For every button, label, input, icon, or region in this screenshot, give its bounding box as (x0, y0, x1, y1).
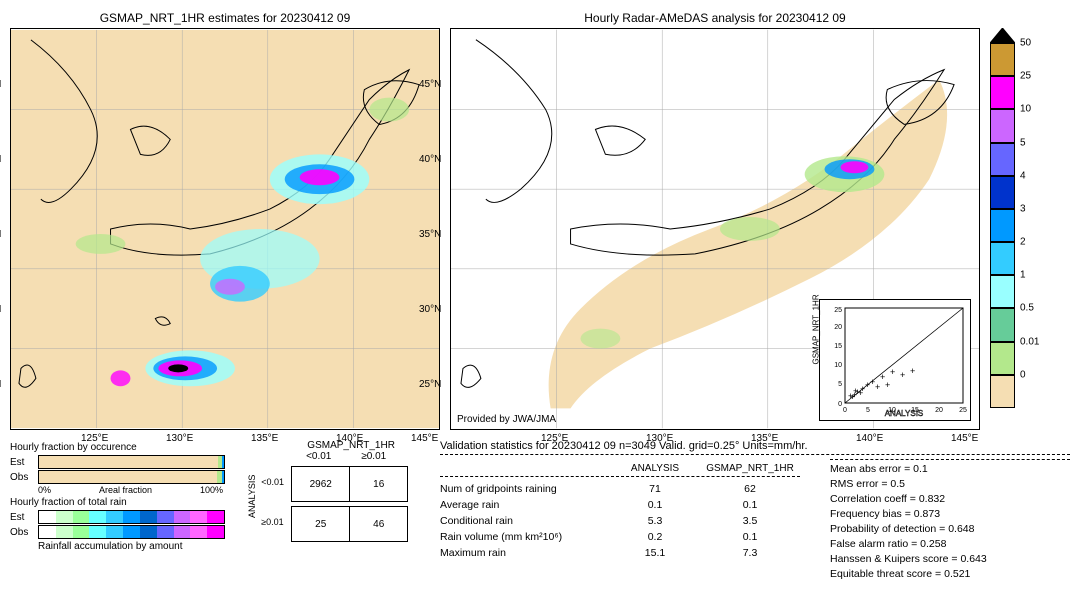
left-map-title: GSMAP_NRT_1HR estimates for 20230412 09 (100, 11, 351, 25)
score-line: False alarm ratio = 0.258 (830, 538, 1070, 550)
svg-text:5: 5 (838, 381, 842, 388)
svg-text:25: 25 (959, 407, 967, 414)
svg-text:+: + (900, 370, 905, 380)
stat-row-label: Average rain (440, 499, 610, 511)
validation-stats: Validation statistics for 20230412 09 n=… (440, 440, 1070, 583)
radar-amedas-map: Hourly Radar-AMeDAS analysis for 2023041… (450, 28, 980, 430)
score-line: Probability of detection = 0.648 (830, 523, 1070, 535)
total-obs-bar (38, 525, 225, 539)
score-line: Correlation coeff = 0.832 (830, 493, 1070, 505)
stat-row-label: Rain volume (mm km²10⁶) (440, 531, 610, 543)
svg-text:20: 20 (834, 324, 842, 331)
map-credit: Provided by JWA/JMA (457, 414, 556, 425)
occ-est-bar (38, 455, 225, 469)
svg-text:+: + (853, 386, 858, 396)
svg-text:25: 25 (834, 307, 842, 314)
fraction-panel: Hourly fraction by occurence Est Obs 0% … (10, 440, 232, 583)
score-line: RMS error = 0.5 (830, 478, 1070, 490)
contingency-table: GSMAP_NRT_1HR ANALYSIS <0.01≥0.01 <0.01 … (247, 440, 425, 583)
svg-text:10: 10 (834, 362, 842, 369)
left-map-svg (11, 29, 439, 429)
svg-text:15: 15 (834, 343, 842, 350)
svg-text:+: + (885, 380, 890, 390)
gsmap-estimate-map: GSMAP_NRT_1HR estimates for 20230412 09 (10, 28, 440, 430)
svg-text:+: + (910, 366, 915, 376)
svg-text:15: 15 (911, 407, 919, 414)
score-line: Equitable threat score = 0.521 (830, 568, 1070, 580)
score-line: Hanssen & Kuipers score = 0.643 (830, 553, 1070, 565)
occ-obs-bar (38, 470, 225, 484)
score-line: Mean abs error = 0.1 (830, 463, 1070, 475)
score-line: Frequency bias = 0.873 (830, 508, 1070, 520)
svg-text:20: 20 (935, 407, 943, 414)
colorbar: 502510543210.50.010 (990, 28, 1015, 408)
right-map-title: Hourly Radar-AMeDAS analysis for 2023041… (584, 11, 845, 25)
svg-text:+: + (890, 367, 895, 377)
svg-text:+: + (875, 382, 880, 392)
stat-row-label: Num of gridpoints raining (440, 483, 610, 495)
stat-row-label: Conditional rain (440, 515, 610, 527)
svg-text:0: 0 (838, 401, 842, 408)
scatter-inset: ANALYSIS +++ +++ +++ +++ +++ 0 5 10 15 2… (819, 299, 971, 421)
svg-text:10: 10 (888, 407, 896, 414)
stat-row-label: Maximum rain (440, 547, 610, 559)
svg-text:0: 0 (843, 407, 847, 414)
svg-text:5: 5 (866, 407, 870, 414)
svg-text:+: + (858, 388, 863, 398)
total-est-bar (38, 510, 225, 524)
